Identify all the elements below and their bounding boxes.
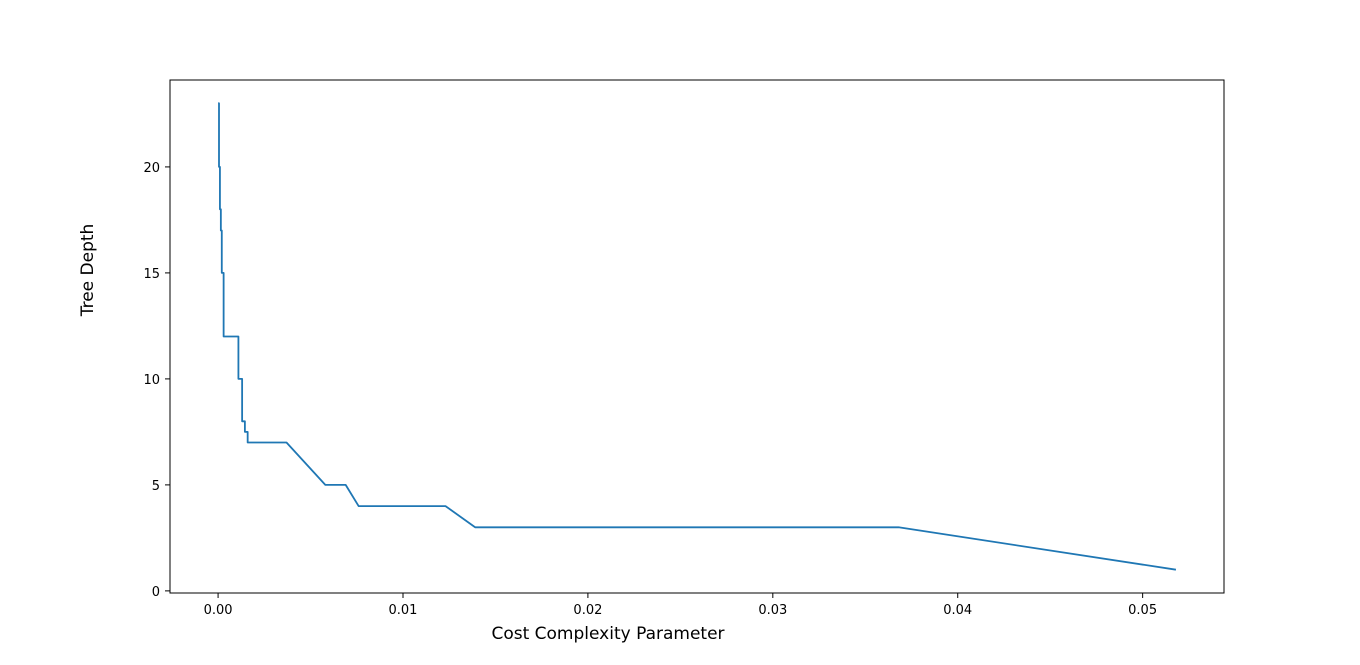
x-tick-label: 0.04: [943, 603, 972, 618]
x-tick-label: 0.02: [573, 603, 602, 618]
y-tick-label: 10: [143, 373, 160, 388]
series-line: [218, 102, 1177, 571]
x-tick-label: 0.00: [204, 603, 233, 618]
y-tick-label: 15: [143, 267, 160, 282]
y-tick-label: 20: [143, 161, 160, 176]
x-tick-label: 0.03: [758, 603, 787, 618]
y-tick-label: 5: [152, 479, 160, 494]
y-axis-title: Tree Depth: [78, 224, 98, 318]
x-tick-label: 0.05: [1128, 603, 1157, 618]
x-axis-title: Cost Complexity Parameter: [491, 624, 724, 644]
y-tick-label: 0: [152, 585, 160, 600]
x-tick-label: 0.01: [389, 603, 418, 618]
plot-frame: [169, 79, 1225, 594]
